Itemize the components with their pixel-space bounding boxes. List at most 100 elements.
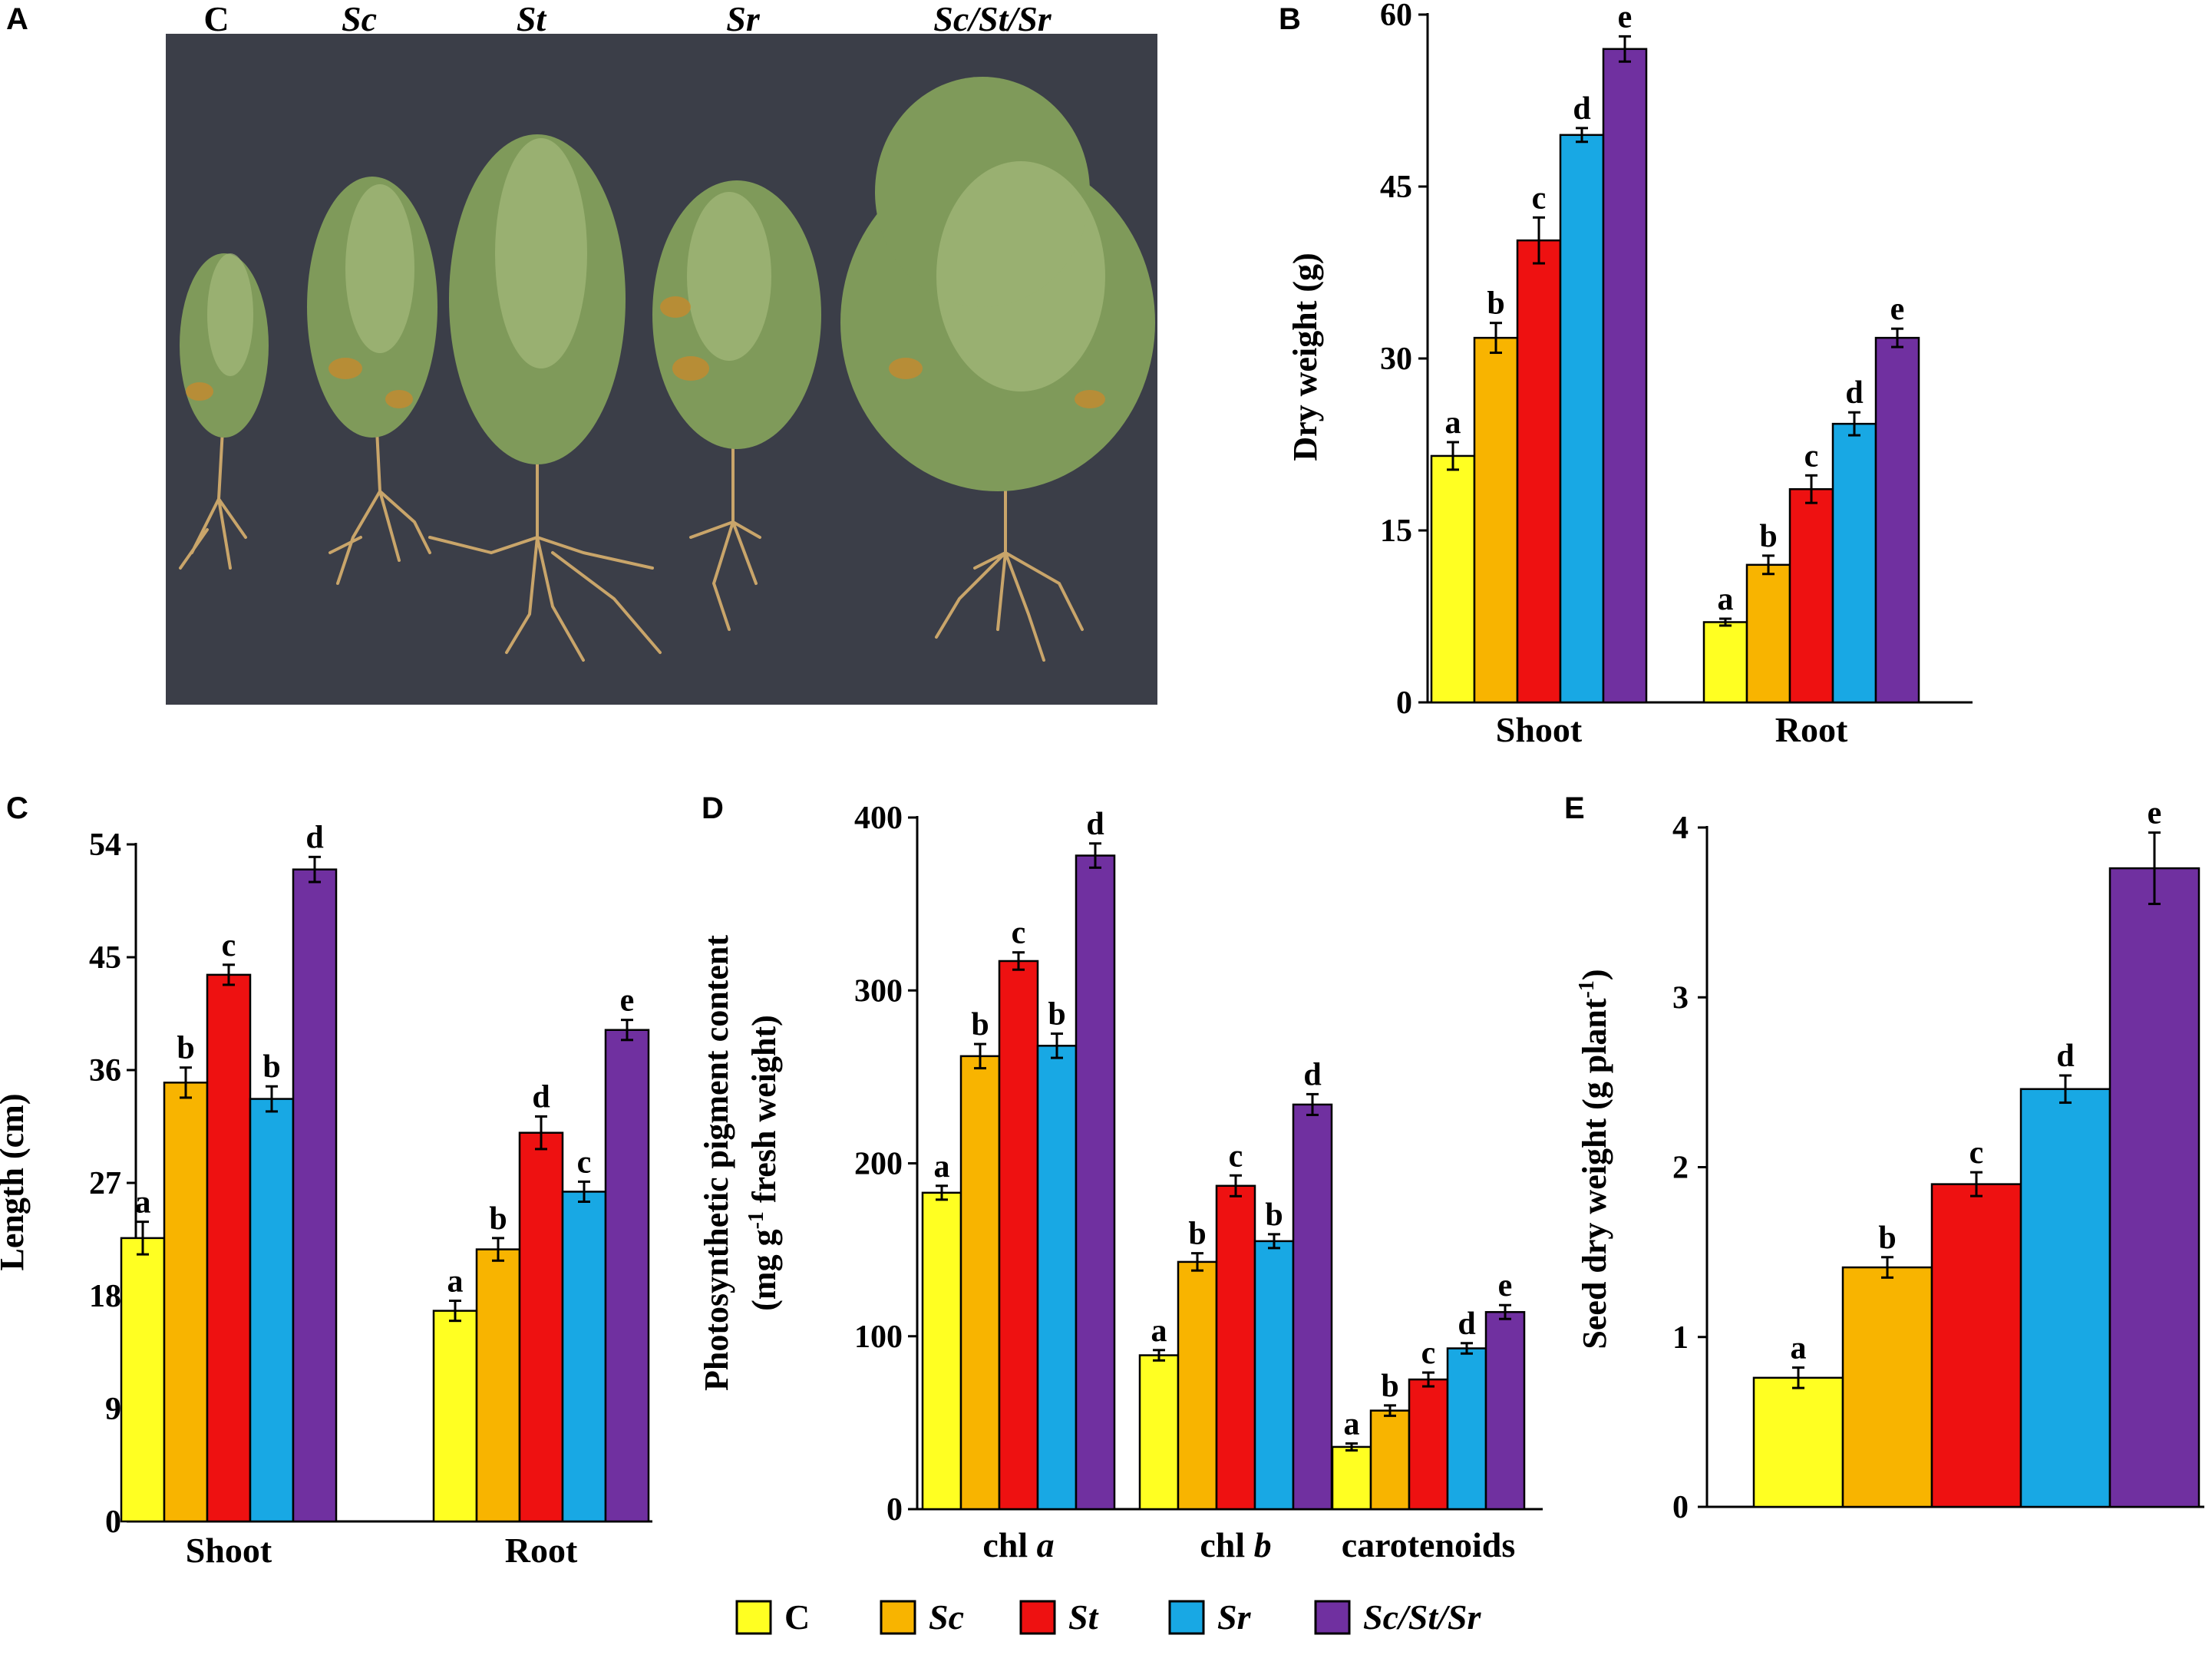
significance-letter: a xyxy=(1791,1331,1807,1366)
significance-letter: d xyxy=(2056,1039,2074,1074)
bar-d-c-chl-a xyxy=(921,1191,962,1511)
significance-letter: b xyxy=(1048,997,1065,1032)
plant-photo xyxy=(166,34,1157,705)
x-category-label: Shoot xyxy=(186,1531,272,1570)
y-tick-label: 0 xyxy=(1672,1490,1689,1525)
bar-e-sc-st-sr-seed xyxy=(2108,867,2200,1508)
y-tick-label: 3 xyxy=(1672,980,1689,1016)
chart-d: 0 100 200 300 400 Photosynthetic pigment cont… xyxy=(698,801,1543,1564)
photo-label-sc: Sc xyxy=(342,0,377,38)
bar-b-sc-root xyxy=(1745,563,1791,704)
significance-letter: b xyxy=(1381,1369,1398,1404)
significance-letter: a xyxy=(1151,1313,1167,1349)
bar-b-sc-st-sr-shoot xyxy=(1602,48,1648,704)
legend-swatch-sr xyxy=(1168,1600,1205,1635)
y-tick-label: 36 xyxy=(89,1053,121,1088)
significance-letter: c xyxy=(577,1145,592,1180)
bar-b-c-root xyxy=(1702,621,1748,704)
y-tick-label: 0 xyxy=(105,1505,121,1540)
bar-b-sc-shoot xyxy=(1473,336,1519,704)
legend-swatch-st xyxy=(1019,1600,1056,1635)
bar-d-c-carotenoids xyxy=(1331,1445,1372,1511)
panel-letter-e: E xyxy=(1564,791,1585,825)
y-tick-label: 15 xyxy=(1380,514,1412,549)
bar-c-st-root xyxy=(518,1131,564,1523)
legend: C Sc St Sr Sc/St/Sr xyxy=(735,1597,1482,1637)
y-tick-label: 0 xyxy=(886,1492,903,1528)
y-tick-label: 54 xyxy=(89,828,121,863)
legend-label-sr: Sr xyxy=(1217,1597,1252,1637)
significance-letter: c xyxy=(1012,916,1026,951)
significance-letter: d xyxy=(1086,807,1104,842)
significance-letter: e xyxy=(1618,0,1633,35)
x-category-label: chl a xyxy=(982,1525,1054,1564)
significance-letter: a xyxy=(447,1264,464,1300)
bar-d-sc-chl-b xyxy=(1177,1260,1218,1511)
significance-letter: e xyxy=(2148,796,2162,831)
bar-b-st-shoot xyxy=(1516,239,1562,704)
panel-letter-d: D xyxy=(702,791,724,825)
y-tick-label: 9 xyxy=(105,1392,121,1427)
significance-letter: c xyxy=(1969,1135,1984,1171)
significance-letter: c xyxy=(1229,1138,1243,1174)
panel-e: E 0 1 2 3 4 Seed dry weight (g plant-1) a b c d e xyxy=(1564,791,2204,1525)
significance-letter: b xyxy=(1487,286,1504,322)
significance-letter: a xyxy=(135,1185,151,1221)
x-category-label: Root xyxy=(1775,710,1848,749)
bar-d-sr-chl-a xyxy=(1036,1045,1078,1511)
y-tick-label: 200 xyxy=(854,1147,903,1182)
significance-letter: d xyxy=(1573,91,1590,127)
significance-letter: a xyxy=(934,1149,950,1184)
significance-letter: b xyxy=(489,1201,507,1237)
bar-c-st-shoot xyxy=(206,973,252,1523)
y-tick-label: 45 xyxy=(89,940,121,976)
y-tick-label: 30 xyxy=(1380,342,1412,377)
panel-letter-c: C xyxy=(6,791,28,825)
legend-label-c: C xyxy=(784,1597,810,1637)
significance-letter: b xyxy=(1759,519,1777,554)
bar-e-c-seed xyxy=(1752,1376,1844,1508)
y-axis-label: Dry weight (g) xyxy=(1286,253,1324,461)
photo-label-sc-st-sr: Sc/St/Sr xyxy=(933,0,1052,38)
y-tick-label: 60 xyxy=(1380,0,1412,33)
significance-letter: e xyxy=(1498,1268,1513,1303)
bar-c-sc-st-sr-shoot xyxy=(292,868,338,1523)
significance-letter: e xyxy=(620,983,635,1019)
significance-letter: a xyxy=(1344,1406,1360,1442)
y-tick-label: 1 xyxy=(1672,1320,1689,1356)
significance-letter: a xyxy=(1445,405,1461,441)
significance-letter: c xyxy=(1421,1336,1436,1371)
y-tick-label: 18 xyxy=(89,1279,121,1314)
legend-label-st: St xyxy=(1068,1597,1099,1637)
bar-d-sc-chl-a xyxy=(959,1055,1001,1511)
bar-d-sc-st-sr-chl-b xyxy=(1292,1103,1333,1511)
bar-c-c-root xyxy=(432,1310,478,1523)
x-category-label: Root xyxy=(505,1531,578,1570)
photo-label-sr: Sr xyxy=(726,0,761,38)
y-axis-label-line2: (mg g-1 fresh weight) xyxy=(744,1015,783,1310)
legend-label-sc-st-sr: Sc/St/Sr xyxy=(1363,1597,1482,1637)
panel-a: A C Sc St Sr Sc/St/Sr xyxy=(6,0,1157,705)
significance-letter: d xyxy=(1303,1057,1321,1092)
bar-d-sr-chl-b xyxy=(1253,1240,1295,1511)
bar-e-st-seed xyxy=(1930,1183,2022,1508)
chart-e: 0 1 2 3 4 Seed dry weight (g plant-1) a b c d e xyxy=(1575,796,2204,1525)
bar-d-sc-carotenoids xyxy=(1369,1409,1411,1511)
significance-letter: d xyxy=(305,820,323,855)
significance-letter: b xyxy=(971,1007,989,1042)
bar-e-sr-seed xyxy=(2019,1088,2111,1508)
bar-b-st-root xyxy=(1788,487,1834,704)
significance-letter: b xyxy=(1188,1217,1206,1252)
x-category-label: carotenoids xyxy=(1342,1525,1516,1564)
panel-letter-a: A xyxy=(6,2,28,36)
significance-letter: c xyxy=(222,928,236,963)
significance-letter: b xyxy=(177,1031,194,1066)
panel-d: D 0 100 200 300 400 Photosynthetic pigment co… xyxy=(698,791,1543,1564)
y-tick-label: 27 xyxy=(89,1166,121,1201)
bar-b-sr-root xyxy=(1831,422,1877,704)
bar-c-sc-shoot xyxy=(163,1082,209,1523)
